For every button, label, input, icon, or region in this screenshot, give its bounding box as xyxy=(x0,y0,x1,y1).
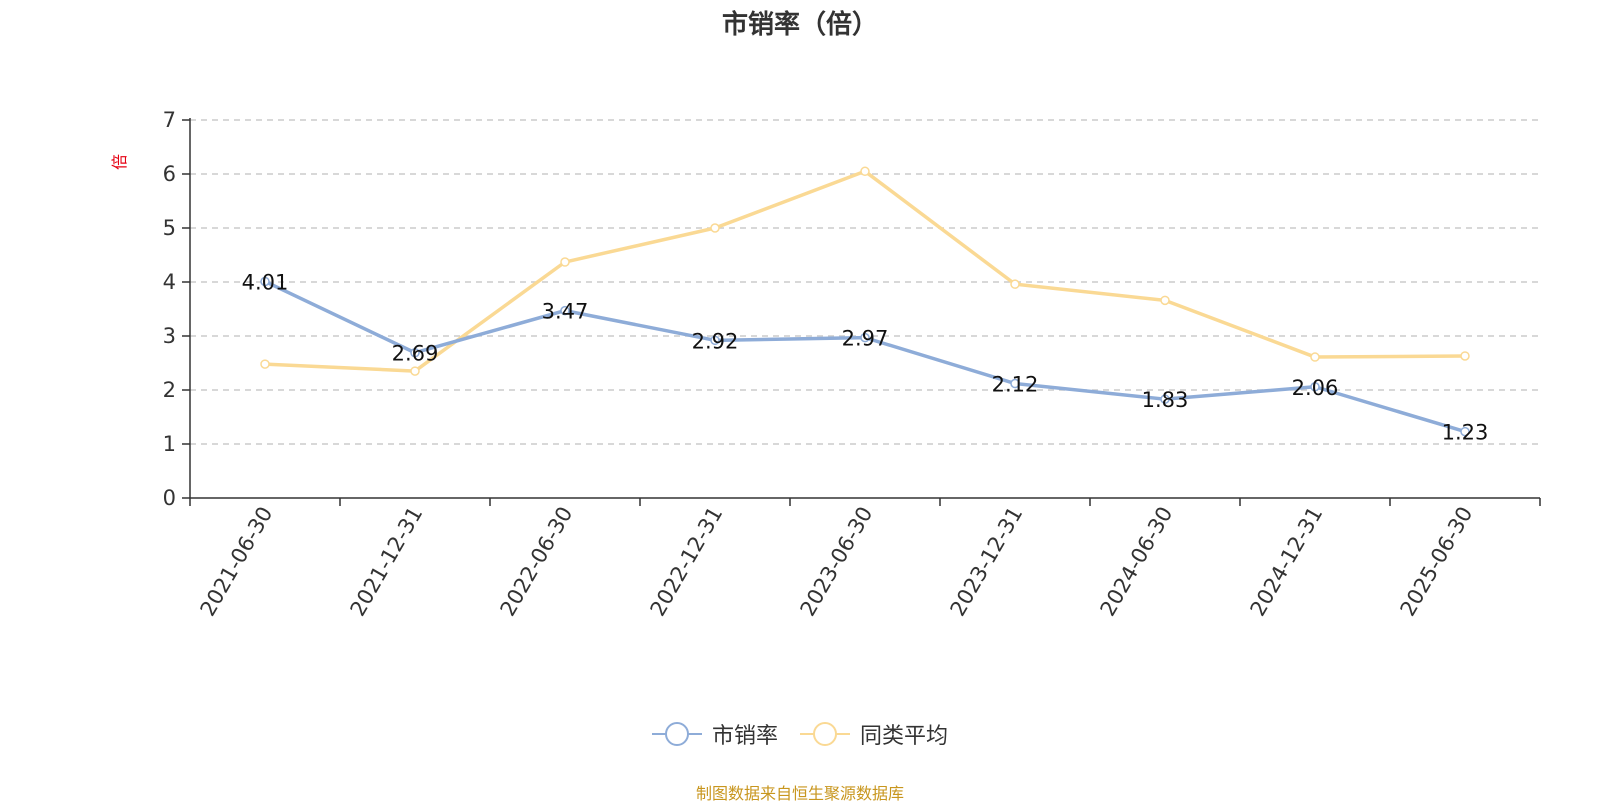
x-tick-label: 2023-12-31 xyxy=(946,503,1028,621)
data-point xyxy=(1310,382,1320,392)
data-label: 2.12 xyxy=(992,373,1039,397)
x-tick-label: 2024-06-30 xyxy=(1096,503,1178,621)
legend-label: 市销率 xyxy=(711,724,778,749)
x-tick-label: 2025-06-30 xyxy=(1396,503,1478,621)
y-axis-label: 倍 xyxy=(110,154,129,170)
data-point xyxy=(260,359,270,369)
data-point xyxy=(710,335,720,346)
x-tick-label: 2022-12-31 xyxy=(646,503,728,621)
data-point xyxy=(1160,295,1170,306)
legend-label: 同类平均 xyxy=(860,724,949,749)
data-label: 2.69 xyxy=(392,342,439,366)
x-tick-label: 2024-12-31 xyxy=(1246,503,1328,621)
y-tick-label: 3 xyxy=(163,324,176,348)
y-tick-label: 6 xyxy=(163,162,176,186)
source-note: 制图数据来自恒生聚源数据库 xyxy=(695,784,904,803)
legend-line-circle-icon xyxy=(651,722,702,746)
legend-item-series-2[interactable]: 同类平均 xyxy=(800,718,948,750)
data-point xyxy=(1010,378,1020,389)
data-point xyxy=(1460,426,1470,437)
y-tick-label: 0 xyxy=(163,486,176,510)
data-point xyxy=(1160,394,1170,404)
data-label: 3.47 xyxy=(542,300,589,324)
chart-title: 市销率（倍） xyxy=(721,10,878,40)
data-point xyxy=(410,366,420,376)
data-label: 4.01 xyxy=(242,270,289,294)
data-point xyxy=(560,305,570,316)
data-point xyxy=(560,257,570,267)
series-line-1 xyxy=(263,279,1467,434)
y-tick-label: 2 xyxy=(163,378,176,402)
data-point xyxy=(260,276,270,287)
legend-line-circle-icon xyxy=(800,722,850,746)
x-tick-label: 2022-06-30 xyxy=(496,503,578,621)
data-point xyxy=(1460,351,1470,361)
y-tick-label: 7 xyxy=(163,108,176,132)
legend: 市销率 同类平均 xyxy=(0,718,1600,750)
x-tick-label: 2021-06-30 xyxy=(196,503,278,621)
data-label: 2.97 xyxy=(842,327,889,351)
y-tick-label: 5 xyxy=(163,216,176,240)
data-label: 1.23 xyxy=(1442,421,1489,445)
data-label: 2.06 xyxy=(1292,376,1339,400)
data-point xyxy=(710,223,720,233)
x-tick-label: 2021-12-31 xyxy=(346,503,428,621)
x-tick-label: 2023-06-30 xyxy=(796,503,878,621)
y-tick-label: 4 xyxy=(163,270,176,294)
y-tick-label: 1 xyxy=(163,432,176,456)
data-point xyxy=(860,166,870,177)
data-point xyxy=(410,347,420,358)
data-point xyxy=(860,332,870,343)
legend-item-series-1[interactable]: 市销率 xyxy=(651,718,778,750)
data-point xyxy=(1310,352,1320,362)
data-point xyxy=(1010,279,1020,289)
data-label: 1.83 xyxy=(1142,388,1189,412)
data-label: 2.92 xyxy=(692,329,739,353)
